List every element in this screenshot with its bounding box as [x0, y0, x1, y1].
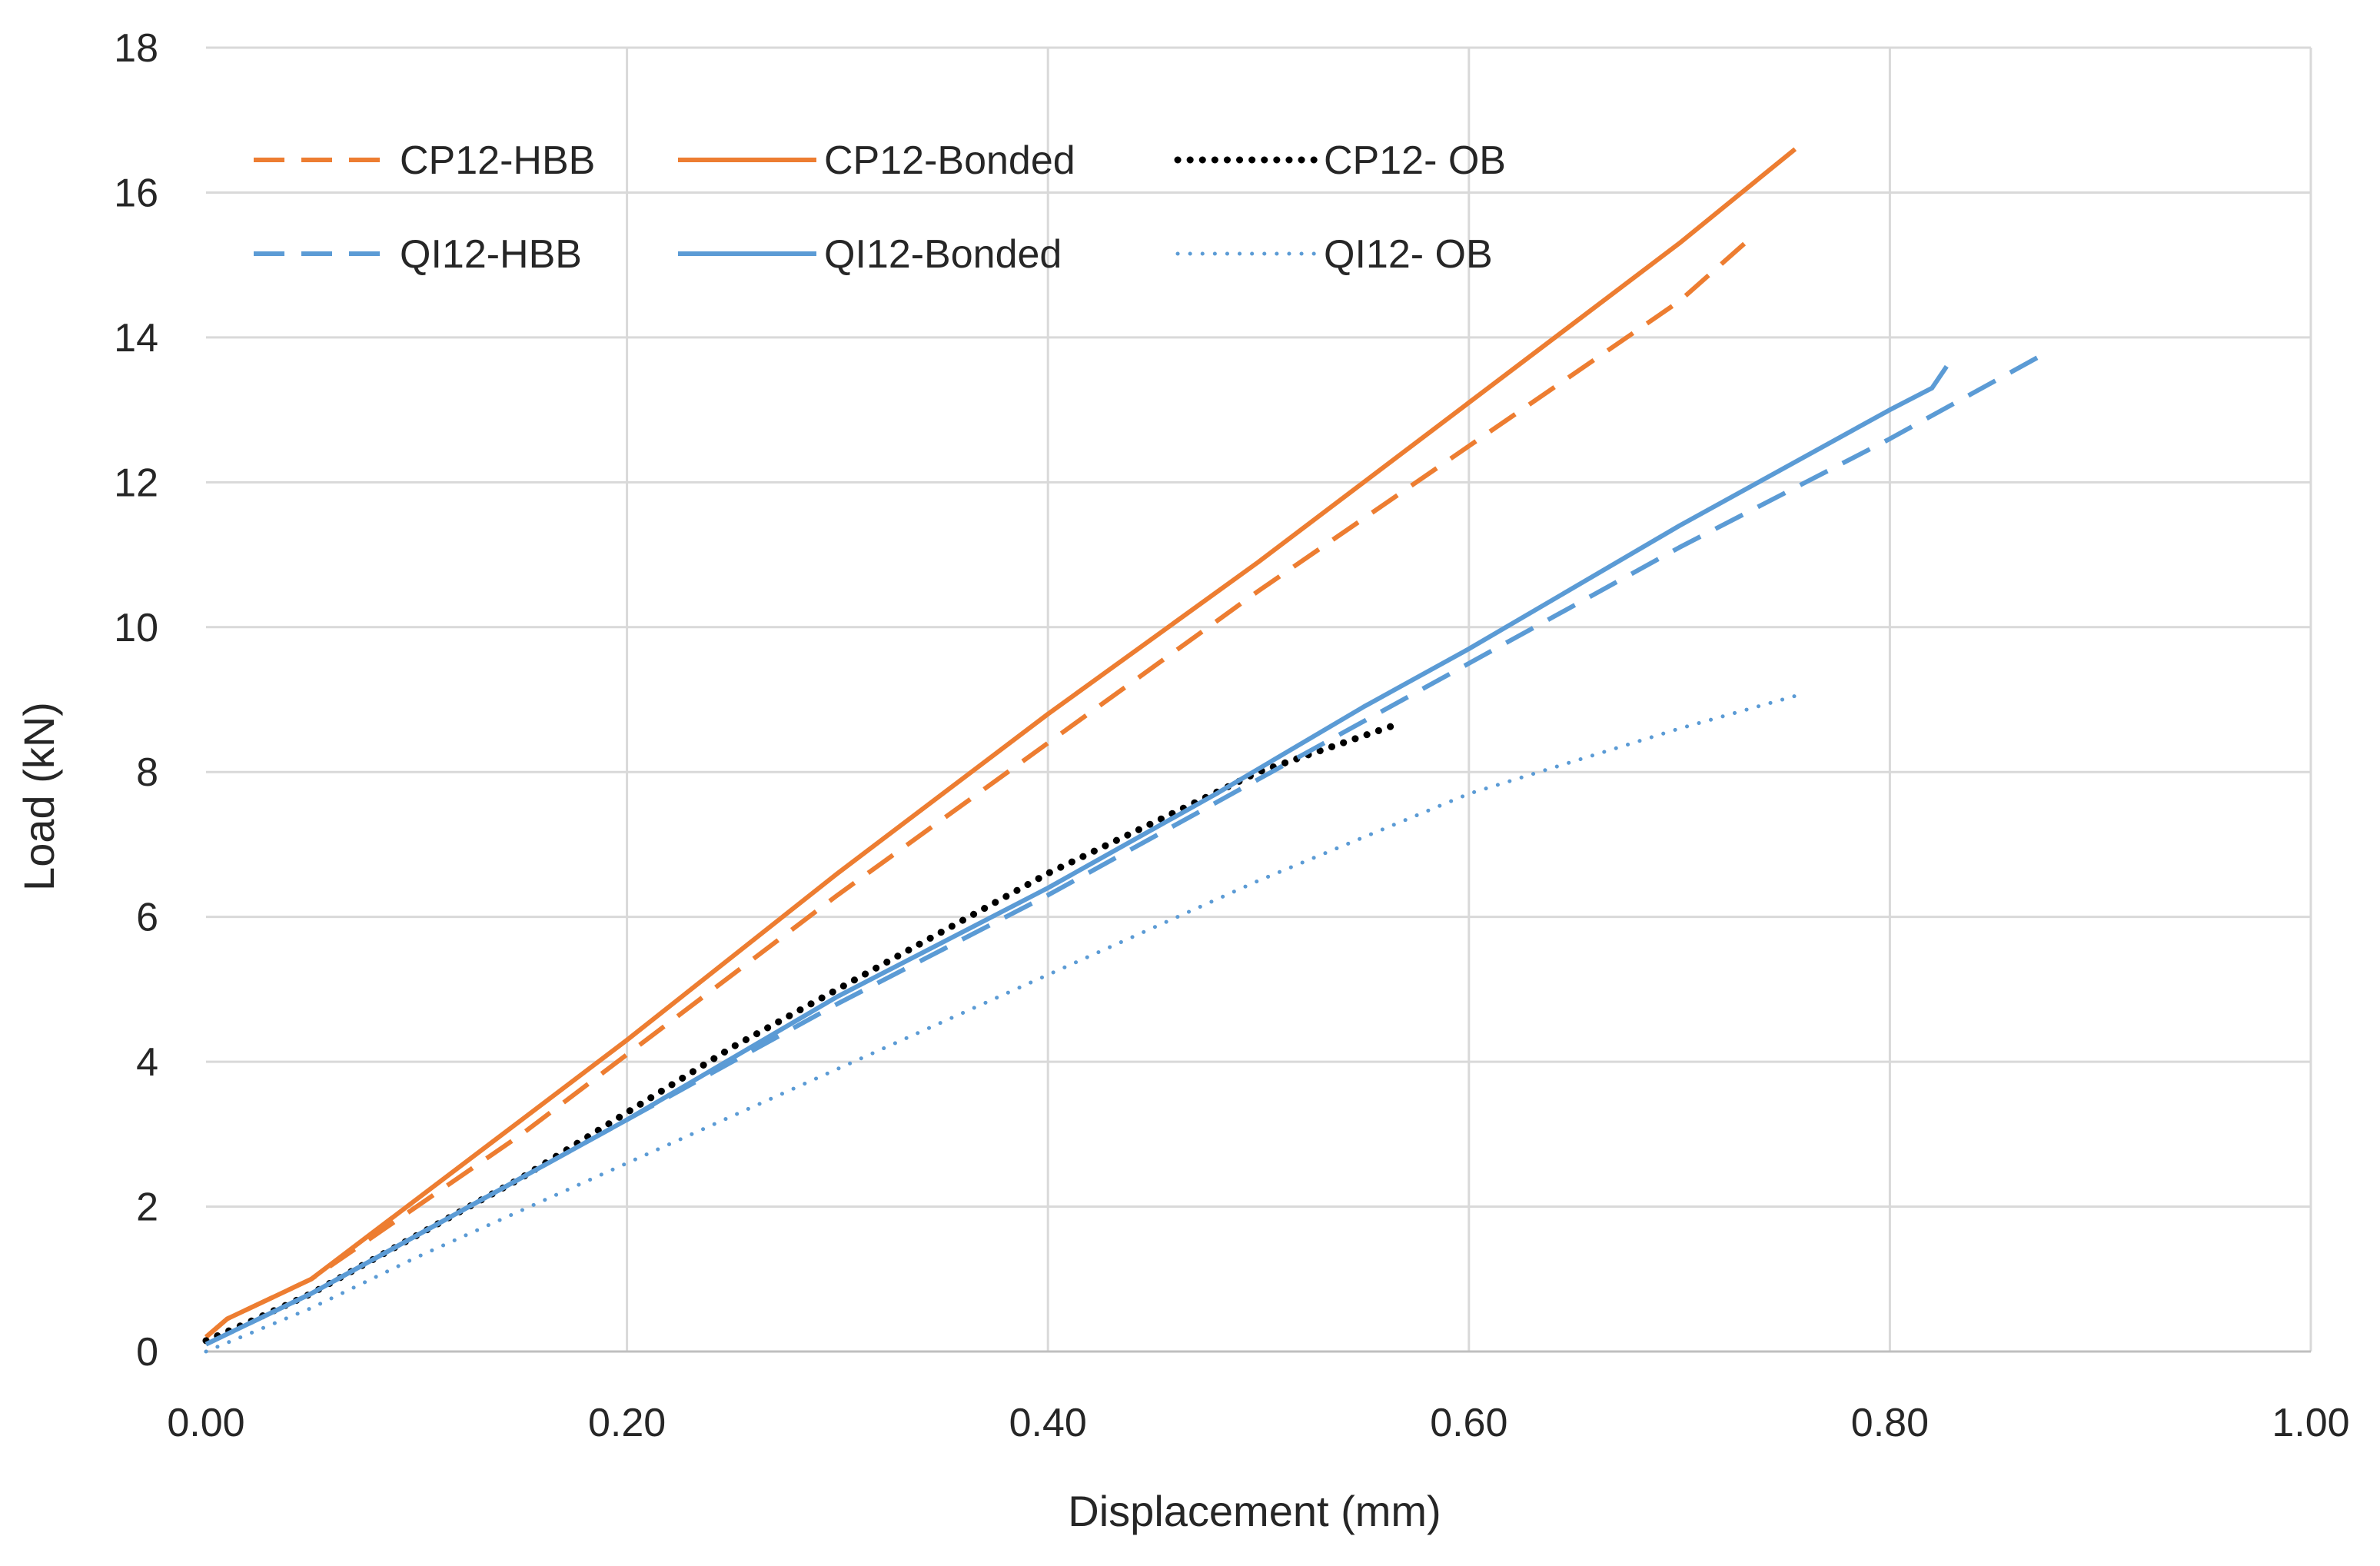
gridlines [206, 46, 2312, 1352]
legend-label: QI12- OB [1324, 232, 1493, 277]
series-line-cp12-bonded [204, 147, 1797, 1339]
y-axis-title: Load (kN) [15, 702, 63, 891]
y-tick-label: 14 [114, 316, 158, 361]
legend: CP12-HBB CP12-Bonded CP12- OB QI12-HBB QI12-… [254, 138, 1506, 277]
y-tick-label: 2 [136, 1185, 158, 1230]
axes: 0 2 4 6 8 10 12 14 16 18 0.00 0.20 0.40 0.60 0.80 1.00 [114, 26, 2349, 1445]
y-tick-label: 0 [136, 1330, 158, 1375]
legend-label: CP12-HBB [400, 138, 595, 183]
y-tick-label: 12 [114, 460, 158, 505]
series-line-qi12-bonded [204, 364, 1949, 1347]
x-tick-label: 1.00 [2272, 1401, 2349, 1445]
legend-label: CP12- OB [1324, 138, 1506, 183]
legend-label: CP12-Bonded [824, 138, 1075, 183]
y-tick-label: 18 [114, 26, 158, 71]
series-line-qi12-ob [204, 693, 1797, 1354]
legend-label: QI12-Bonded [824, 232, 1062, 277]
y-tick-label: 4 [136, 1040, 158, 1085]
x-tick-label: 0.20 [588, 1401, 666, 1445]
y-tick-label: 6 [136, 896, 158, 940]
y-tick-label: 10 [114, 606, 158, 650]
legend-label: QI12-HBB [400, 232, 582, 277]
y-tick-label: 8 [136, 750, 158, 795]
series-lines [202, 147, 2049, 1354]
x-tick-label: 0.80 [1851, 1401, 1929, 1445]
x-tick-label: 0.60 [1430, 1401, 1507, 1445]
y-tick-label: 16 [114, 171, 158, 215]
x-tick-label: 0.40 [1009, 1401, 1087, 1445]
x-axis-title: Displacement (mm) [1068, 1487, 1441, 1535]
x-tick-label: 0.00 [167, 1401, 244, 1445]
